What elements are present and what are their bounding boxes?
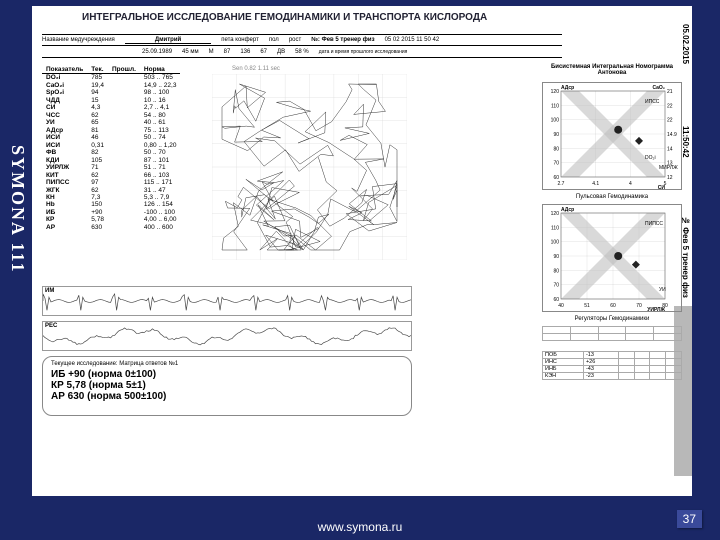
svg-text:14.9: 14.9 xyxy=(667,132,677,138)
svg-text:14: 14 xyxy=(667,146,673,152)
svg-text:100: 100 xyxy=(551,240,560,246)
attractor-chart: Sen 0.82 1.11 sec xyxy=(212,66,407,256)
patient-f2: пол xyxy=(269,37,279,43)
svg-text:УИ: УИ xyxy=(659,287,666,293)
svg-text:70: 70 xyxy=(553,283,559,289)
svg-text:80: 80 xyxy=(553,268,559,274)
report-title: ИНТЕГРАЛЬНОЕ ИССЛЕДОВАНИЕ ГЕМОДИНАМИКИ И… xyxy=(82,12,487,23)
wave-im-label: ИМ xyxy=(45,288,54,294)
p2-7: 58 % xyxy=(295,49,309,55)
summary-sub: Текущее исследование: Матрица ответов №1 xyxy=(51,361,403,367)
svg-text:110: 110 xyxy=(551,225,559,231)
nomo-chart-1: 1201101009080706021222214.91413122.74.14… xyxy=(542,82,682,190)
patient-f3: рост xyxy=(289,37,301,43)
patient-row-2: 25.09.1989 45 мм М 87 136 67 ДВ 58 % дат… xyxy=(42,46,562,58)
svg-text:120: 120 xyxy=(551,89,560,95)
nomo-mid-title: Пульсовая Гемодинамика xyxy=(542,194,682,200)
svg-text:22: 22 xyxy=(667,118,673,124)
slide-number: 37 xyxy=(677,510,702,528)
summary-l1: КР 5,78 (норма 5±1) xyxy=(51,380,403,391)
svg-text:90: 90 xyxy=(553,254,559,260)
svg-text:УИРЛЖ: УИРЛЖ xyxy=(647,307,665,313)
svg-text:4.1: 4.1 xyxy=(592,181,599,187)
summary-l0: ИБ +90 (норма 0±100) xyxy=(51,369,403,380)
summary-l2: АР 630 (норма 500±100) xyxy=(51,391,403,402)
clinic-label: Название медучреждения xyxy=(42,37,115,43)
svg-text:DO₂i: DO₂i xyxy=(645,155,656,161)
svg-text:CaO₂: CaO₂ xyxy=(652,85,665,91)
svg-text:СИ: СИ xyxy=(658,185,666,191)
minitable-1 xyxy=(542,326,682,341)
svg-text:2.7: 2.7 xyxy=(558,181,565,187)
footer-url: www.symona.ru xyxy=(0,520,720,534)
svg-text:90: 90 xyxy=(553,132,559,138)
svg-text:22: 22 xyxy=(667,103,673,109)
patient-f0: пета конферт xyxy=(221,37,259,43)
report-page: ИНТЕГРАЛЬНОЕ ИССЛЕДОВАНИЕ ГЕМОДИНАМИКИ И… xyxy=(32,6,692,496)
svg-text:80: 80 xyxy=(553,146,559,152)
p2-8: дата и время прошлого исследования xyxy=(319,49,408,55)
svg-text:АДср: АДср xyxy=(561,207,574,213)
svg-text:110: 110 xyxy=(551,103,559,109)
svg-text:120: 120 xyxy=(551,211,560,217)
svg-text:100: 100 xyxy=(551,118,560,124)
p2-3: 87 xyxy=(224,49,231,55)
svg-text:АДср: АДср xyxy=(561,85,574,91)
svg-text:60: 60 xyxy=(610,303,616,309)
device-label: SYMONA 111 xyxy=(4,145,28,345)
nomo-bottom-title: Регуляторы Гемодинамики xyxy=(542,316,682,322)
svg-text:70: 70 xyxy=(636,303,642,309)
svg-text:40: 40 xyxy=(558,303,564,309)
wave-im: ИМ xyxy=(42,286,412,316)
right-date: 05.02.2015 xyxy=(674,24,690,64)
nomo-chart-2: 120110100908070604051607080АДсрУИРЛЖПИПС… xyxy=(542,204,682,312)
wave-res-label: РЕС xyxy=(45,323,57,329)
p2-4: 136 xyxy=(240,49,250,55)
patient-f4: №: Фев 5 тренер физ xyxy=(311,37,374,43)
minitable-2: ПОБ-13 ИНС+26 ИНБ-43 КЭН-23 xyxy=(542,351,682,380)
svg-text:21: 21 xyxy=(667,89,673,95)
param-table: ПоказательТек.Прошл.НормаDO₂i785503 .. 7… xyxy=(42,66,180,231)
p2-2: М xyxy=(209,49,214,55)
summary-box: Текущее исследование: Матрица ответов №1… xyxy=(42,356,412,416)
svg-text:12: 12 xyxy=(667,175,673,181)
nomo-top-title: Бисистемная Интегральная Номограмма Анто… xyxy=(542,64,682,76)
patient-row-1: Название медучреждения Дмитрий пета конф… xyxy=(42,34,562,46)
wave-res: РЕС xyxy=(42,321,412,351)
patient-name: Дмитрий xyxy=(125,37,211,44)
p2-1: 45 мм xyxy=(182,49,199,55)
svg-text:ИПСС: ИПСС xyxy=(645,99,660,105)
patient-f5: 05 02 2015 11 50 42 xyxy=(385,37,440,43)
svg-text:51: 51 xyxy=(584,303,590,309)
p2-5: 67 xyxy=(260,49,267,55)
svg-text:ПИПСС: ПИПСС xyxy=(645,221,663,227)
svg-text:4: 4 xyxy=(629,181,632,187)
p2-0: 25.09.1989 xyxy=(142,49,172,55)
attractor-label: Sen 0.82 1.11 sec xyxy=(232,66,407,72)
p2-6: ДВ xyxy=(277,49,285,55)
svg-text:МИРЛЖ: МИРЛЖ xyxy=(659,165,678,171)
svg-text:70: 70 xyxy=(553,161,559,167)
